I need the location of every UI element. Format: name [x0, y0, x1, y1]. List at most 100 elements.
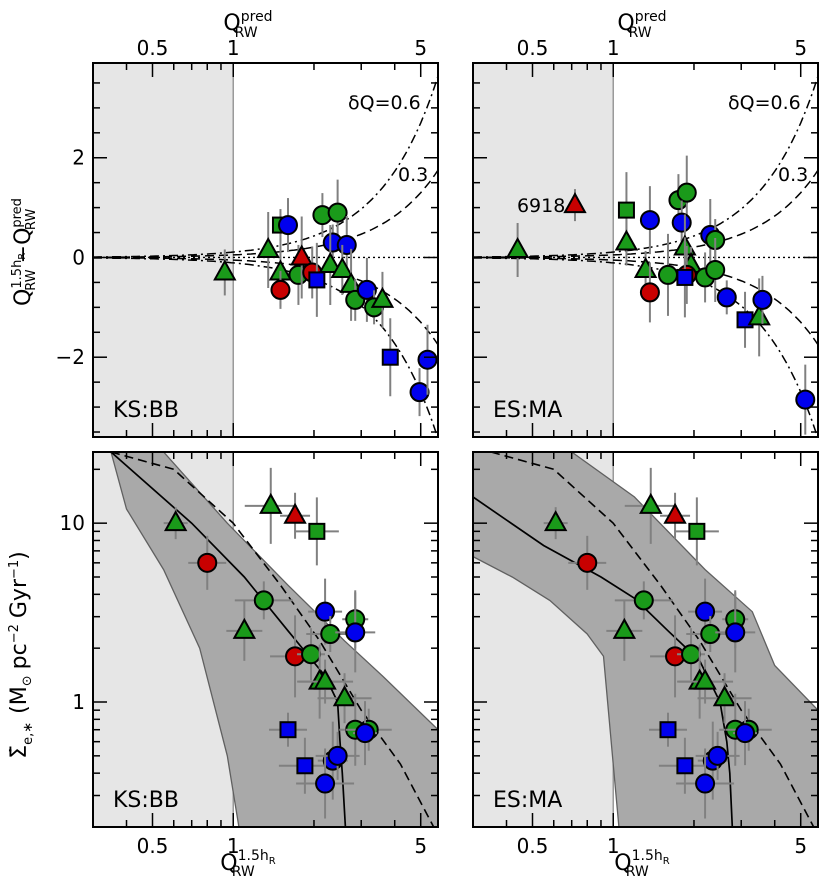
data-point-circle-red — [639, 282, 660, 303]
data-point-triangle-green — [612, 617, 637, 639]
data-point-triangle-green — [543, 510, 568, 532]
data-point-circle-green — [633, 590, 654, 611]
envelope-label-0.6: δQ=0.6 — [728, 92, 801, 114]
x-tick-label-bottom: 0.5 — [137, 834, 169, 858]
x-tick-label-top: 1 — [607, 36, 620, 60]
envelope-label-0.6: δQ=0.6 — [348, 92, 421, 114]
plot-frame — [92, 451, 439, 828]
x-tick-label-top: 1 — [227, 36, 240, 60]
data-point-triangle-green — [213, 259, 237, 281]
upper-y-axis-label: Q1.5hRRW−QpredRW — [10, 198, 39, 306]
data-point-triangle-green — [639, 492, 663, 514]
x-tick-label-bottom: 1 — [227, 834, 240, 858]
bottom-axis-label-left: Q1.5hR RW — [220, 848, 275, 880]
x-tick-label-bottom: 0.5 — [517, 834, 549, 858]
data-point-square-blue — [381, 348, 399, 366]
envelope-label-0.3: 0.3 — [398, 164, 428, 186]
top-axis-label-right: Qpred RW — [617, 9, 666, 41]
data-point-triangle-green — [633, 256, 658, 278]
data-point-circle-blue — [695, 773, 716, 794]
x-tick-label-top: 0.5 — [517, 36, 549, 60]
data-point-square-green — [688, 522, 706, 540]
bottom-axis-label-right: Q1.5hR RW — [614, 848, 669, 880]
data-point-circle-blue — [735, 723, 756, 744]
data-point-circle-blue — [671, 212, 692, 233]
data-point-circle-green — [301, 644, 322, 665]
data-point-circle-blue — [327, 745, 348, 766]
envelope-label-0.3: 0.3 — [778, 164, 808, 186]
data-point-circle-blue — [336, 235, 357, 256]
data-point-circle-green — [327, 202, 348, 223]
data-point-triangle-green — [259, 492, 283, 514]
data-point-circle-blue — [315, 601, 336, 622]
data-point-triangle-green — [712, 685, 737, 707]
data-point-triangle-green — [332, 685, 357, 707]
data-point-triangle-red — [290, 244, 314, 266]
data-point-triangle-green — [614, 229, 639, 251]
data-point-circle-blue — [695, 601, 716, 622]
model-line-dashed — [490, 452, 815, 827]
data-point-triangle-green — [232, 617, 257, 639]
data-point-circle-blue — [639, 210, 660, 231]
data-point-circle-blue — [345, 622, 366, 643]
data-point-square-blue — [659, 721, 677, 739]
data-point-square-green — [308, 522, 326, 540]
data-point-square-blue — [296, 757, 314, 775]
data-point-triangle-green — [370, 286, 395, 308]
data-point-circle-green — [657, 264, 678, 285]
y-tick-label: 1 — [72, 690, 85, 714]
panel-label: ES:MA — [493, 398, 562, 423]
data-point-triangle-green — [163, 510, 188, 532]
model-line-solid — [473, 496, 734, 827]
panel-label: ES:MA — [493, 788, 562, 813]
panel-label: KS:BB — [113, 788, 179, 813]
plot-frame — [472, 62, 819, 438]
data-point-circle-red — [270, 279, 291, 300]
y-tick-label: 10 — [60, 511, 85, 535]
x-tick-label-top: 5 — [794, 36, 807, 60]
envelope-0.3-lower — [93, 256, 438, 346]
data-point-circle-green — [253, 590, 274, 611]
x-tick-label-bottom: 5 — [794, 834, 807, 858]
data-point-circle-blue — [356, 279, 377, 300]
panel-bottom-right: 0.5 1 5 ES:MA — [472, 451, 819, 858]
data-point-circle-blue — [355, 723, 376, 744]
data-point-circle-blue — [795, 389, 816, 410]
data-point-circle-green — [705, 259, 726, 280]
x-tick-label-top: 0.5 — [137, 36, 169, 60]
data-point-triangle-green — [256, 236, 280, 258]
y-tick-label: 0 — [72, 245, 85, 269]
lower-y-axis-label: Σ̇e,∗(M⊙pc−2Gyr−1) — [7, 551, 36, 759]
panel-top-left: 0.5 1 5 2 0 −2 δQ=0.6 0.3 KS:BB — [56, 36, 439, 438]
plot-frame — [472, 451, 819, 828]
data-point-square-blue — [676, 268, 694, 286]
data-point-triangle-green — [505, 236, 530, 258]
data-point-triangle-red — [283, 502, 307, 524]
x-tick-label-bottom: 5 — [414, 834, 427, 858]
data-point-circle-green — [676, 182, 697, 203]
panel-bottom-left: 0.5 1 5 10 1 KS:BB — [60, 451, 439, 858]
data-point-triangle-green — [693, 668, 717, 690]
x-tick-label-top: 5 — [414, 36, 427, 60]
model-line-dashed — [110, 452, 435, 827]
data-point-circle-red — [197, 552, 218, 573]
top-axis-label-left: Qpred RW — [223, 9, 272, 41]
shaded-region-q-below-1 — [473, 63, 614, 437]
data-point-circle-red — [577, 552, 598, 573]
x-tick-label-bottom: 1 — [607, 834, 620, 858]
shaded-region-q-below-1 — [93, 63, 234, 437]
data-point-triangle-green — [313, 668, 337, 690]
data-point-triangle-red — [663, 502, 687, 524]
data-point-triangle-red — [563, 192, 587, 214]
data-point-circle-green — [320, 624, 341, 645]
data-point-circle-blue — [315, 773, 336, 794]
data-point-circle-blue — [707, 745, 728, 766]
data-point-circle-blue — [417, 349, 438, 370]
panel-top-right: 6918 0.5 1 5 δQ=0.6 0.3 ES:MA — [472, 36, 819, 438]
data-point-square-blue — [308, 271, 326, 289]
data-point-circle-blue — [725, 622, 746, 643]
data-point-circle-blue — [752, 289, 773, 310]
y-tick-label: −2 — [56, 345, 85, 369]
data-point-triangle-green — [747, 304, 771, 326]
